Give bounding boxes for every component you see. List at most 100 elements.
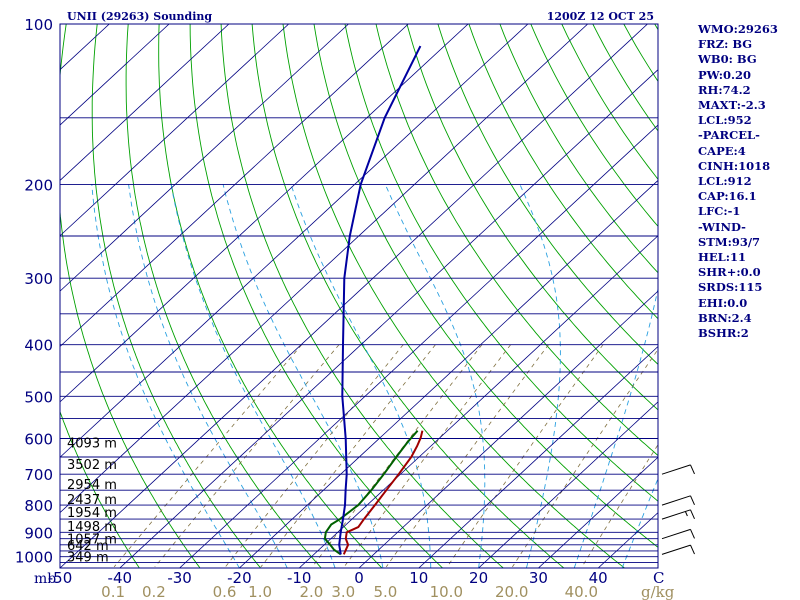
dry-adiabat-line [189, 24, 444, 568]
mixing-ratio-tick-label: 2.0 [299, 583, 323, 600]
temperature-tick-label: -50 [48, 569, 73, 587]
dry-adiabat-line [251, 24, 565, 568]
mixing-ratio-line [311, 344, 483, 568]
mixing-ratio-tick-label: 20.0 [495, 583, 528, 600]
mixing-ratio-tick-label: 1.0 [248, 583, 272, 600]
temperature-line [342, 430, 424, 555]
pressure-tick-label: 900 [24, 524, 53, 542]
temperature-axis-labels: -50 -40 -30 -20 -10 0 10 20 30 40 [48, 569, 608, 587]
pressure-tick-label: 200 [24, 176, 53, 194]
pressure-tick-label: 600 [24, 431, 53, 449]
dry-adiabat-line [468, 24, 658, 320]
wind-barb [661, 509, 695, 520]
dry-adiabat-line [282, 24, 626, 568]
isotherm-line [179, 124, 658, 568]
height-label: 1057 m [67, 533, 117, 548]
mixing-ratio-lines [113, 344, 658, 568]
dry-adiabat-line [91, 24, 262, 568]
wind-barb [661, 495, 695, 506]
parameter-item: MAXT:-2.3 [698, 98, 766, 113]
mixing-ratio-labels: 0.1 0.2 0.6 1.0 2.0 3.0 5.0 10.0 20.0 40.0 [101, 583, 598, 600]
isotherm-line [60, 24, 349, 292]
dry-adiabat-line [437, 24, 658, 366]
isotherm-line [358, 290, 658, 568]
pressure-tick-label: 300 [24, 270, 53, 288]
parameter-item: SRDS:115 [698, 280, 763, 295]
wind-barb [661, 544, 695, 555]
temperature-tick-label: -30 [167, 569, 192, 587]
moist-adiabat-line [128, 184, 288, 568]
parameter-item: SHR+:0.0 [698, 265, 761, 280]
parameter-item: PW:0.20 [698, 67, 752, 82]
moist-adiabat-line [170, 184, 336, 568]
temperature-tick-label: 10 [409, 569, 428, 587]
moist-adiabat-line [384, 184, 486, 568]
mixing-ratio-line [385, 344, 549, 568]
virtual-parcel-line [338, 45, 422, 555]
mixing-ratio-line [512, 348, 658, 568]
isotherm-line [60, 24, 588, 514]
mixing-ratio-tick-label: 3.0 [331, 583, 355, 600]
parameter-item: EHI:0.0 [698, 295, 748, 310]
sounding-profiles [323, 45, 424, 556]
mixing-ratio-tick-label: 10.0 [430, 583, 463, 600]
dry-adiabat-line [375, 24, 658, 457]
isotherm-line [60, 24, 529, 458]
pressure-axis-labels: 100 200 300 400 500 600 700 800 900 1000 [15, 16, 53, 567]
parameter-item: RH:74.2 [698, 82, 751, 97]
pressure-tick-label: 700 [24, 466, 53, 484]
isotherm-line [60, 24, 469, 403]
parameter-item: CAPE:4 [698, 143, 746, 158]
parameter-item: FRZ: BG [698, 37, 753, 52]
isotherm-line [60, 24, 409, 348]
isotherm-line [60, 24, 230, 181]
height-label: 642 m [67, 539, 109, 554]
moist-adiabat-line [519, 184, 561, 568]
parameter-item: STM:93/7 [698, 234, 761, 249]
dry-adiabat-line [60, 24, 201, 568]
isotherm-line [60, 24, 289, 237]
chart-timestamp: 1200Z 12 OCT 25 [547, 10, 654, 23]
pressure-tick-label: 500 [24, 388, 53, 406]
mixing-ratio-unit-label: g/kg [641, 583, 675, 600]
mixing-ratio-tick-label: 0.1 [101, 583, 125, 600]
wind-barb [661, 528, 695, 540]
temperature-tick-label: -20 [227, 569, 252, 587]
isotherm-line [418, 345, 658, 568]
moist-adiabats [91, 184, 658, 568]
isotherm-line [60, 24, 170, 126]
pressure-unit-label: mb [34, 571, 56, 587]
mixing-ratio-line [581, 443, 658, 568]
parameter-item: -PARCEL- [698, 128, 760, 143]
isotherm-line [0, 24, 50, 568]
mixing-ratio-line [343, 344, 511, 568]
pressure-tick-label: 800 [24, 497, 53, 515]
parameter-item: WMO:29263 [698, 22, 778, 36]
chart-title: UNII (29263) Sounding [67, 10, 212, 23]
moist-adiabat-line [621, 477, 658, 568]
moist-adiabat-line [222, 184, 384, 568]
plot-frame [59, 23, 659, 569]
parameter-item: LCL:952 [698, 113, 752, 128]
temperature-tick-label: 0 [354, 569, 364, 587]
temperature-unit-label: C [653, 569, 664, 587]
mixing-ratio-line [113, 344, 303, 568]
isotherm-line [538, 456, 658, 568]
dry-adiabat-line [344, 24, 658, 502]
isotherms [0, 24, 658, 568]
dry-adiabats [60, 24, 658, 568]
parameter-item: LFC:-1 [698, 204, 741, 219]
sounding-parameters-panel: WMO:29263 FRZ: BG WB0: BG PW:0.20 RH:74.2 MAX… [698, 22, 798, 341]
parameter-item: BRN:2.4 [698, 310, 752, 325]
height-label: 2954 m [67, 478, 117, 493]
mixing-ratio-line [260, 344, 436, 568]
isotherm-line [478, 401, 658, 568]
height-label: 2437 m [67, 493, 117, 508]
pressure-tick-label: 100 [24, 16, 53, 34]
pressure-tick-label: 1000 [15, 549, 53, 567]
isotherm-line [119, 69, 658, 568]
parameter-item: -WIND- [698, 219, 746, 234]
dry-adiabat-line [220, 24, 504, 568]
